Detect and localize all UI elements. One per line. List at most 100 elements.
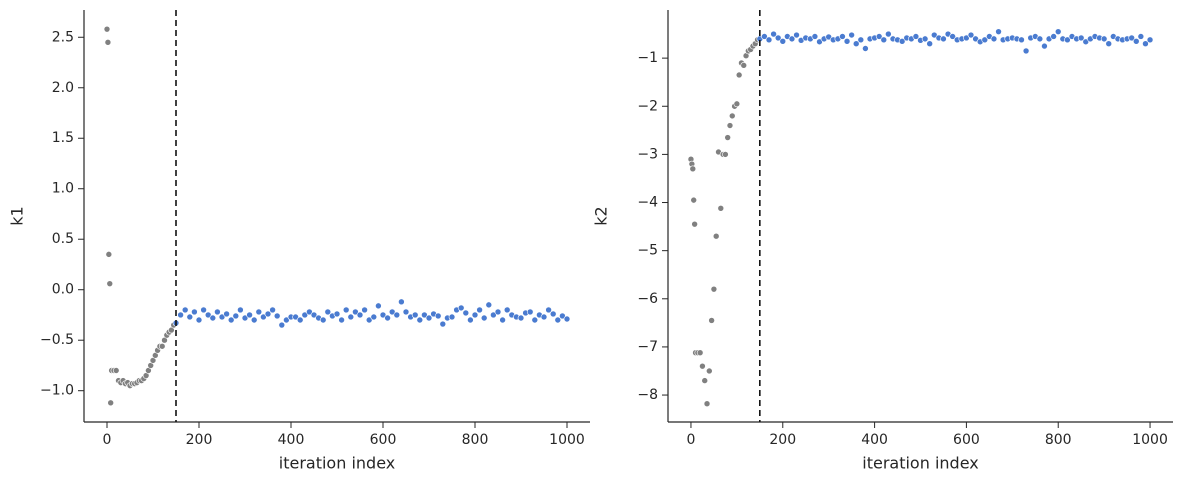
point: [457, 304, 465, 312]
point: [949, 33, 956, 40]
point: [439, 320, 447, 328]
point: [875, 33, 883, 40]
y-tick-label: −1: [637, 50, 658, 66]
point: [278, 321, 286, 329]
point: [411, 311, 419, 319]
point: [774, 34, 782, 42]
point: [209, 314, 217, 322]
point: [1146, 36, 1154, 44]
point: [158, 342, 166, 350]
point: [200, 306, 207, 314]
point: [379, 311, 387, 319]
point: [708, 317, 715, 324]
point: [852, 40, 860, 47]
point: [793, 31, 800, 39]
point: [250, 316, 258, 324]
point: [926, 40, 933, 47]
point: [517, 314, 525, 322]
x-tick-label: 0: [103, 432, 112, 448]
point: [181, 306, 189, 314]
point: [1137, 33, 1145, 40]
point: [195, 316, 203, 324]
point: [1054, 28, 1062, 35]
point: [981, 36, 989, 44]
point: [106, 280, 114, 287]
point: [191, 308, 198, 316]
point: [1132, 37, 1140, 45]
point: [848, 31, 855, 39]
point: [1041, 42, 1048, 50]
point: [857, 36, 865, 44]
point: [393, 311, 401, 319]
y-tick-label: −5: [637, 243, 658, 259]
point: [301, 311, 309, 319]
x-tick-label: 0: [686, 432, 695, 448]
point: [232, 312, 240, 320]
point: [434, 312, 442, 320]
point: [494, 308, 502, 316]
point: [448, 313, 456, 321]
point: [880, 36, 888, 44]
y-tick-label: 1.5: [52, 130, 74, 146]
point: [273, 312, 281, 320]
point: [862, 45, 869, 52]
point: [223, 310, 230, 318]
point: [260, 313, 267, 321]
point: [296, 316, 304, 324]
point: [779, 37, 787, 45]
point: [921, 35, 929, 43]
y-tick-label: 2.0: [52, 80, 74, 96]
y-tick-label: 1.0: [52, 181, 74, 197]
point: [365, 316, 373, 324]
point: [1100, 35, 1108, 43]
point: [788, 35, 796, 43]
point: [811, 33, 819, 40]
point: [503, 306, 511, 314]
point: [559, 312, 566, 320]
y-tick-label: −7: [637, 339, 658, 355]
point: [324, 308, 332, 316]
point: [549, 310, 557, 318]
point: [724, 134, 731, 141]
y-tick-label: −6: [637, 291, 658, 307]
point: [283, 316, 290, 324]
point: [338, 316, 345, 324]
point: [770, 30, 777, 38]
point: [398, 298, 405, 306]
point: [227, 316, 235, 324]
point: [333, 310, 341, 318]
point: [416, 316, 424, 324]
point: [967, 31, 975, 39]
point: [554, 316, 562, 324]
point: [1142, 40, 1149, 47]
y-tick-label: −2: [637, 98, 658, 114]
point: [722, 151, 729, 158]
point: [388, 308, 396, 316]
point: [990, 35, 998, 43]
point: [384, 314, 391, 322]
x-axis-label: iteration index: [862, 454, 978, 473]
x-tick-label: 200: [186, 432, 213, 448]
point: [691, 220, 698, 228]
point: [370, 313, 378, 321]
point: [701, 377, 709, 384]
point: [306, 308, 313, 316]
point: [717, 204, 725, 212]
point: [1128, 34, 1135, 42]
point: [356, 311, 364, 319]
point: [545, 306, 552, 314]
x-tick-label: 800: [1045, 432, 1072, 448]
point: [218, 313, 226, 321]
point: [361, 306, 368, 314]
y-tick-label: −3: [637, 146, 658, 162]
point: [105, 251, 113, 258]
x-tick-label: 400: [278, 432, 305, 448]
y-tick-label: 2.5: [52, 29, 74, 45]
point: [485, 301, 493, 309]
point: [690, 196, 698, 204]
point: [885, 30, 892, 38]
point: [107, 399, 114, 407]
y-tick-label: −4: [637, 195, 658, 211]
x-tick-label: 800: [462, 432, 489, 448]
